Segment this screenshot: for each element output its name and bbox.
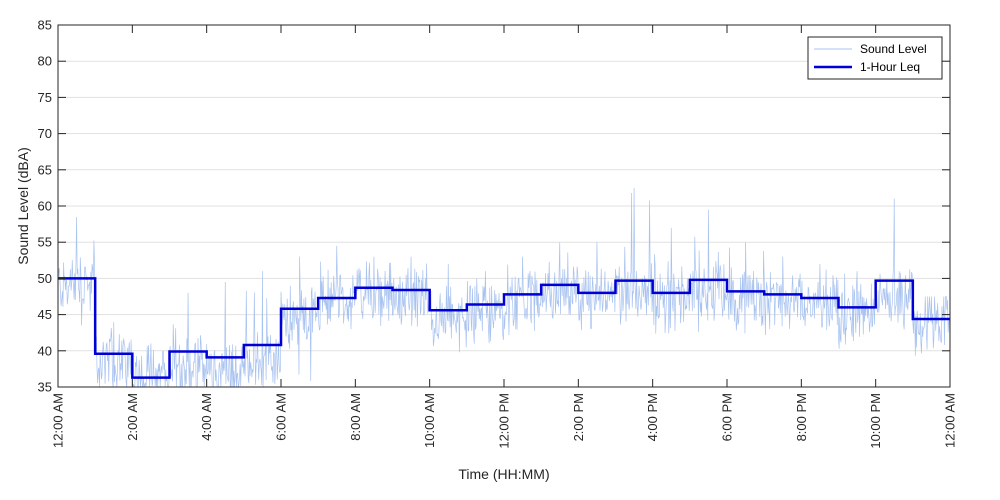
x-axis-title: Time (HH:MM) — [458, 466, 549, 482]
y-tick-label: 75 — [38, 90, 52, 105]
y-tick-label: 55 — [38, 235, 52, 250]
x-tick-label: 12:00 AM — [943, 393, 958, 448]
grid-lines — [58, 60, 950, 352]
y-tick-labels: 35 40 45 50 55 60 65 70 75 80 85 — [38, 18, 52, 395]
legend: Sound Level 1-Hour Leq — [807, 36, 943, 80]
leq-step-line — [58, 277, 950, 379]
x-tick-label: 10:00 AM — [422, 393, 437, 448]
y-tick-label: 35 — [38, 380, 52, 395]
x-tick-label: 8:00 PM — [794, 393, 809, 441]
x-tick-label: 4:00 PM — [645, 393, 660, 441]
x-tick-labels: 12:00 AM 2:00 AM 4:00 AM 6:00 AM 8:00 AM 10:0… — [51, 393, 958, 449]
x-tick-label: 2:00 AM — [125, 393, 140, 441]
x-tick-label: 6:00 AM — [274, 393, 289, 441]
y-tick-label: 70 — [38, 126, 52, 141]
y-tick-label: 60 — [38, 199, 52, 214]
x-tick-label: 12:00 AM — [51, 393, 66, 448]
y-tick-label: 65 — [38, 162, 52, 177]
axis-ticks — [57, 24, 951, 388]
sound-level-series — [57, 187, 951, 388]
y-axis-title: Sound Level (dBA) — [15, 147, 31, 265]
x-tick-label: 4:00 AM — [199, 393, 214, 441]
y-tick-label: 40 — [38, 343, 52, 358]
legend-label-leq: 1-Hour Leq — [860, 60, 920, 74]
x-tick-label: 10:00 PM — [868, 393, 883, 449]
x-tick-label: 6:00 PM — [720, 393, 735, 441]
sound-level-line — [57, 187, 951, 388]
x-tick-label: 2:00 PM — [571, 393, 586, 441]
y-tick-label: 85 — [38, 18, 52, 33]
y-tick-label: 50 — [38, 271, 52, 286]
x-tick-label: 8:00 AM — [348, 393, 363, 441]
legend-label-sound-level: Sound Level — [860, 42, 927, 56]
x-tick-label: 12:00 PM — [497, 393, 512, 449]
y-tick-label: 80 — [38, 54, 52, 69]
legend-box — [807, 36, 943, 80]
leq-series — [58, 277, 950, 379]
y-tick-label: 45 — [38, 307, 52, 322]
